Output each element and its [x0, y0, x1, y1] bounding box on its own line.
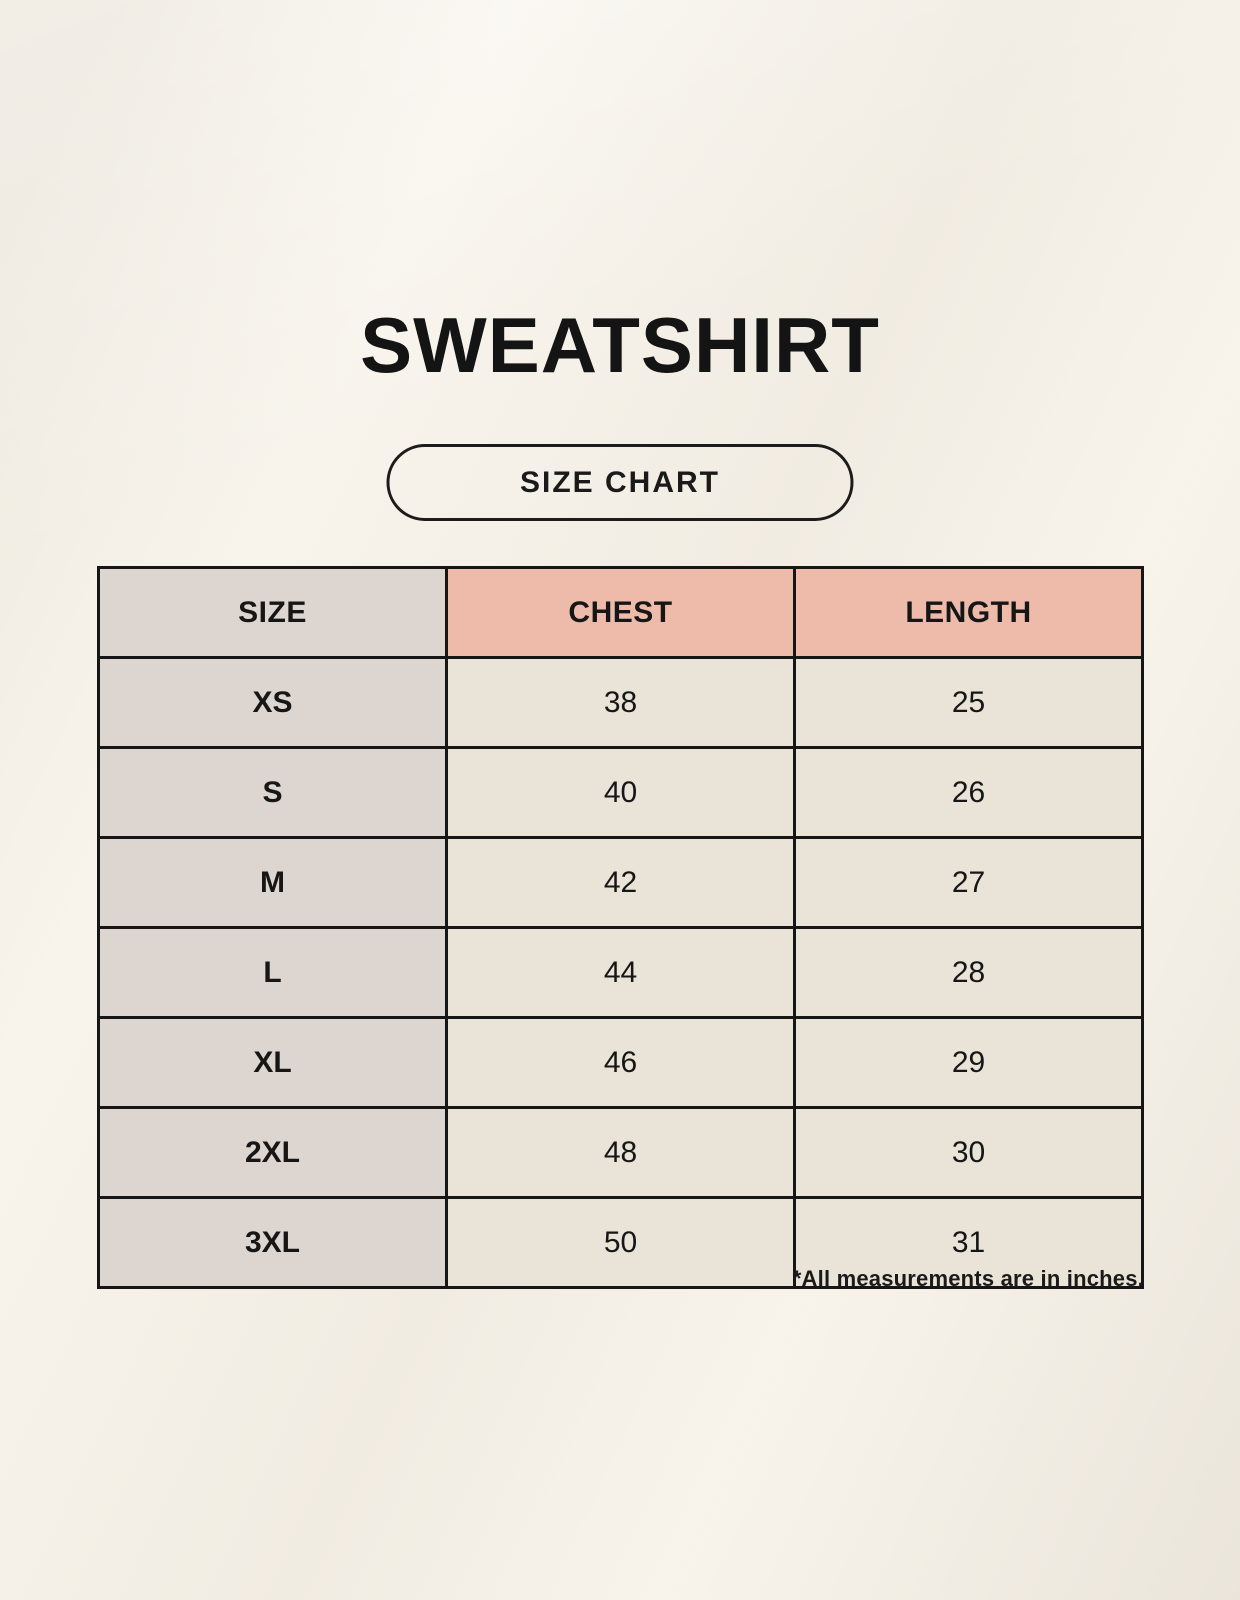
chest-cell: 38: [445, 656, 796, 749]
length-cell: 27: [793, 836, 1144, 929]
page-title: SWEATSHIRT: [360, 301, 880, 389]
table-row: XL 46 29: [97, 1016, 1144, 1109]
size-cell: S: [97, 746, 448, 839]
size-cell: 3XL: [97, 1196, 448, 1289]
table-row: 3XL 50 31: [97, 1196, 1144, 1289]
length-cell: 29: [793, 1016, 1144, 1109]
table-row: M 42 27: [97, 836, 1144, 929]
size-cell: XL: [97, 1016, 448, 1109]
length-cell: 30: [793, 1106, 1144, 1199]
table-row: S 40 26: [97, 746, 1144, 839]
chest-cell: 50: [445, 1196, 796, 1289]
length-cell: 28: [793, 926, 1144, 1019]
table-row: 2XL 48 30: [97, 1106, 1144, 1199]
header-cell-chest: CHEST: [445, 566, 796, 659]
chest-cell: 40: [445, 746, 796, 839]
size-cell: 2XL: [97, 1106, 448, 1199]
header-cell-size: SIZE: [97, 566, 448, 659]
size-chart-badge-label: SIZE CHART: [520, 465, 720, 499]
chest-cell: 44: [445, 926, 796, 1019]
chest-cell: 46: [445, 1016, 796, 1109]
size-cell: L: [97, 926, 448, 1019]
header-cell-length: LENGTH: [793, 566, 1144, 659]
length-cell: 26: [793, 746, 1144, 839]
size-cell: M: [97, 836, 448, 929]
length-cell: 25: [793, 656, 1144, 749]
table-header-row: SIZE CHEST LENGTH: [97, 566, 1144, 659]
size-table: SIZE CHEST LENGTH XS 38 25 S 40 26 M 42 …: [97, 566, 1144, 1289]
size-cell: XS: [97, 656, 448, 749]
table-row: L 44 28: [97, 926, 1144, 1019]
size-chart-badge: SIZE CHART: [386, 444, 854, 521]
chest-cell: 42: [445, 836, 796, 929]
length-cell: 31: [793, 1196, 1144, 1289]
measurements-note: *All measurements are in inches.: [792, 1266, 1144, 1291]
table-row: XS 38 25: [97, 656, 1144, 749]
chest-cell: 48: [445, 1106, 796, 1199]
